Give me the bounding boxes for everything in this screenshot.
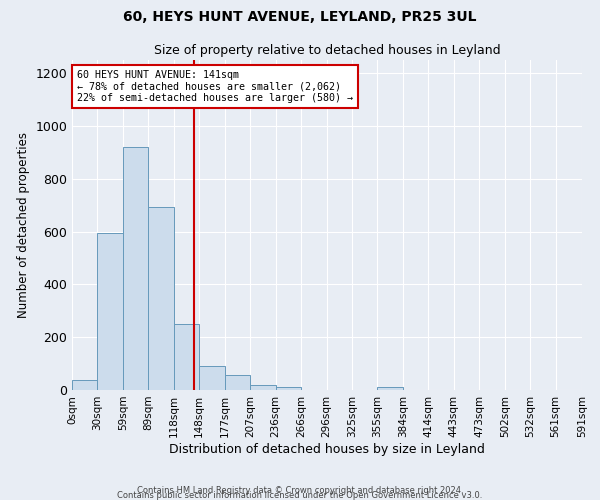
Text: 60, HEYS HUNT AVENUE, LEYLAND, PR25 3UL: 60, HEYS HUNT AVENUE, LEYLAND, PR25 3UL	[123, 10, 477, 24]
Bar	[97, 233, 123, 390]
X-axis label: Distribution of detached houses by size in Leyland: Distribution of detached houses by size …	[169, 442, 485, 456]
Bar	[377, 388, 403, 390]
Bar	[225, 376, 250, 390]
Y-axis label: Number of detached properties: Number of detached properties	[17, 132, 30, 318]
Text: Contains public sector information licensed under the Open Government Licence v3: Contains public sector information licen…	[118, 491, 482, 500]
Bar	[199, 366, 225, 390]
Bar	[123, 147, 148, 390]
Bar	[250, 384, 275, 390]
Bar	[148, 206, 174, 390]
Text: Contains HM Land Registry data © Crown copyright and database right 2024.: Contains HM Land Registry data © Crown c…	[137, 486, 463, 495]
Title: Size of property relative to detached houses in Leyland: Size of property relative to detached ho…	[154, 44, 500, 58]
Text: 60 HEYS HUNT AVENUE: 141sqm
← 78% of detached houses are smaller (2,062)
22% of : 60 HEYS HUNT AVENUE: 141sqm ← 78% of det…	[77, 70, 353, 103]
Bar	[275, 388, 301, 390]
Bar	[174, 324, 199, 390]
Bar	[72, 380, 97, 390]
